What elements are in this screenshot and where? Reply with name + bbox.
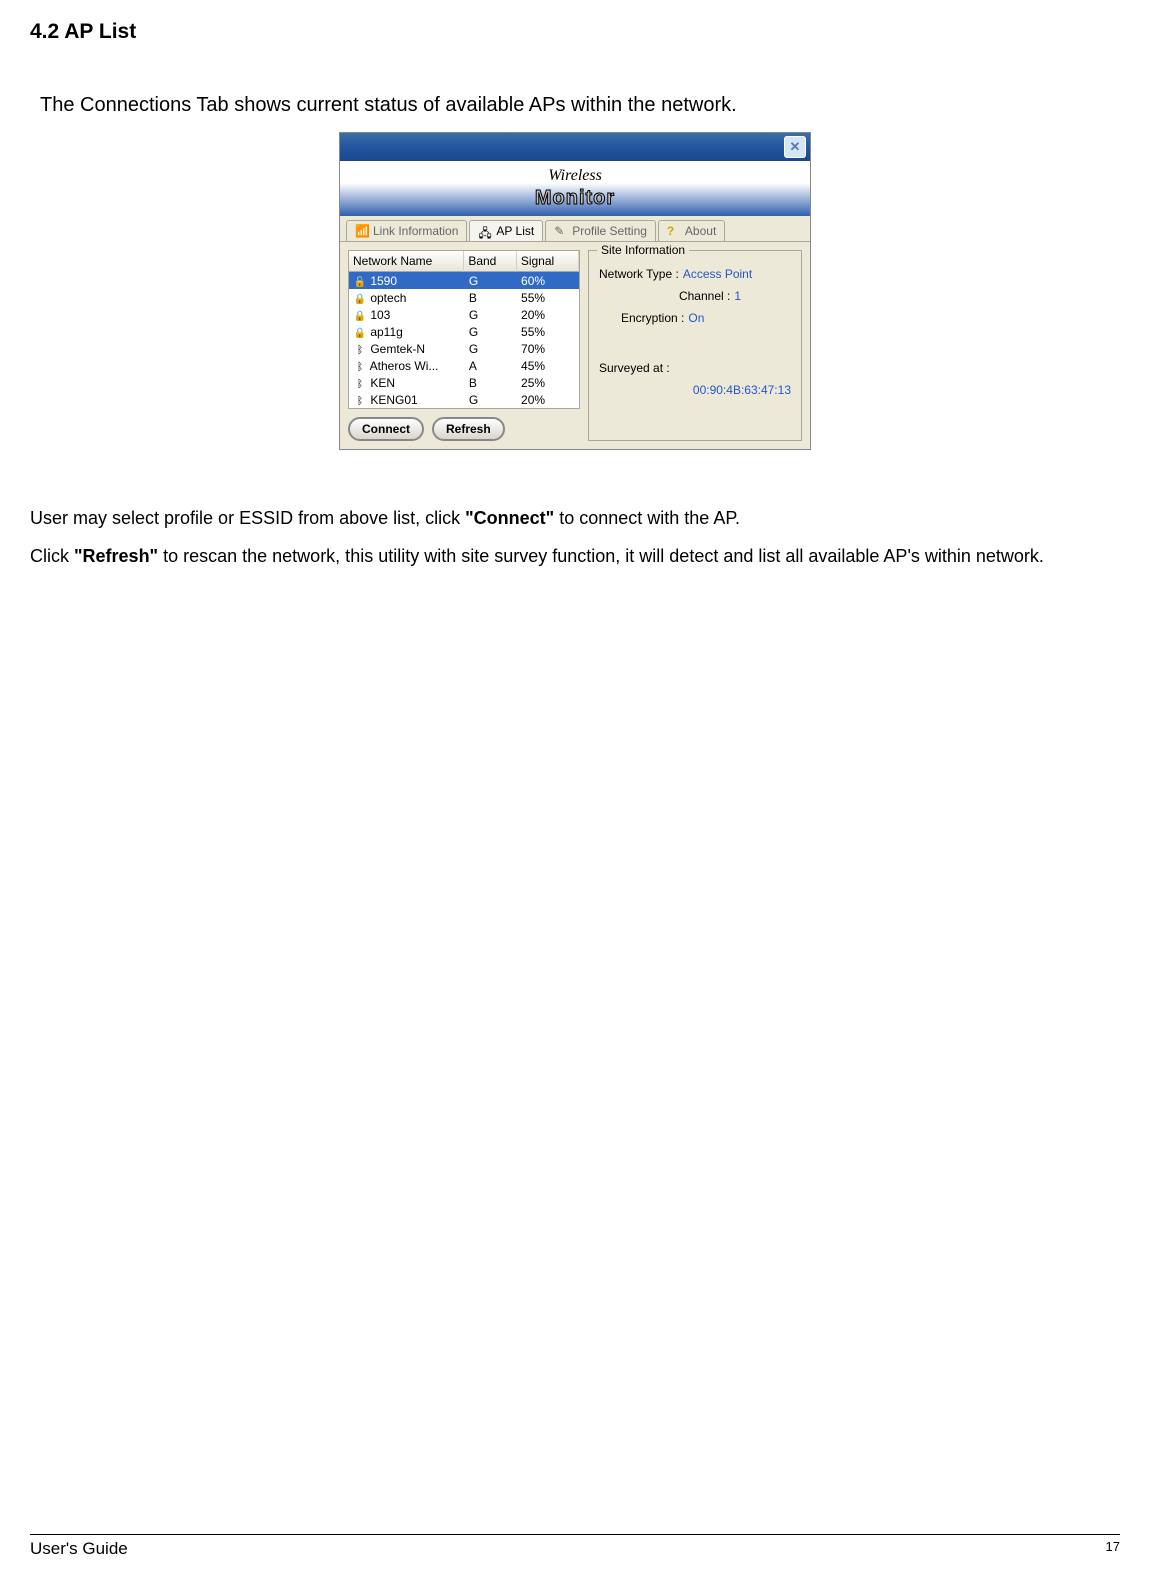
cell-band: G [465, 342, 517, 356]
tab-link-information[interactable]: 📶 Link Information [346, 220, 467, 241]
body-paragraph-2: Click "Refresh" to rescan the network, t… [30, 538, 1120, 576]
table-row[interactable]: 🔒 103G20% [349, 306, 579, 323]
cell-band: G [465, 274, 517, 288]
cell-signal: 70% [517, 342, 579, 356]
about-icon: ? [667, 224, 681, 238]
cell-band: G [465, 393, 517, 407]
antenna-icon: ᛔ [353, 362, 367, 373]
info-value: 1 [734, 289, 741, 303]
wireless-monitor-window: ✕ Wireless Monitor 📶 Link Information 🖧 … [339, 132, 811, 450]
cell-signal: 55% [517, 325, 579, 339]
bold-refresh: "Refresh" [74, 546, 158, 566]
table-row[interactable]: ᛔ Atheros Wi...A45% [349, 357, 579, 374]
section-heading: 4.2 AP List [30, 20, 1120, 44]
tab-about[interactable]: ? About [658, 220, 725, 241]
text-span: Click [30, 546, 74, 566]
cell-signal: 20% [517, 393, 579, 407]
tab-ap-list[interactable]: 🖧 AP List [469, 220, 543, 241]
tab-bar: 📶 Link Information 🖧 AP List ✎ Profile S… [340, 216, 810, 242]
cell-band: G [465, 325, 517, 339]
ap-table: Network Name Band Signal 🔓 1590G60%🔒 opt… [348, 250, 580, 409]
cell-network-name: ᛔ KEN [349, 376, 465, 390]
table-header: Network Name Band Signal [349, 251, 579, 272]
table-row[interactable]: ᛔ KENG01G20% [349, 391, 579, 408]
info-row-channel: Channel : 1 [599, 289, 791, 303]
text-span: User may select profile or ESSID from ab… [30, 508, 465, 528]
logo-area: Wireless Monitor [340, 161, 810, 216]
table-row[interactable]: ᛔ KENB25% [349, 374, 579, 391]
antenna-icon: ᛔ [353, 396, 367, 407]
link-info-icon: 📶 [355, 224, 369, 238]
intro-text: The Connections Tab shows current status… [40, 94, 1120, 117]
ap-list-icon: 🖧 [478, 224, 492, 238]
logo-text-top: Wireless [548, 167, 602, 185]
body-paragraph-1: User may select profile or ESSID from ab… [30, 500, 1120, 538]
info-label: Network Type : [599, 267, 679, 281]
info-label: Encryption : [621, 311, 684, 325]
table-row[interactable]: 🔒 ap11gG55% [349, 323, 579, 340]
cell-band: A [465, 359, 517, 373]
antenna-icon: ᛔ [353, 379, 367, 390]
lock-icon: 🔒 [353, 311, 367, 322]
lock-icon: 🔓 [353, 277, 367, 288]
col-header-name[interactable]: Network Name [349, 251, 464, 272]
info-value: On [688, 311, 704, 325]
table-row[interactable]: 🔒 optechB55% [349, 289, 579, 306]
info-value: 00:90:4B:63:47:13 [693, 383, 791, 397]
page-number: 17 [1106, 1539, 1120, 1559]
content-area: Network Name Band Signal 🔓 1590G60%🔒 opt… [340, 242, 810, 449]
site-information-panel: Site Information Network Type : Access P… [588, 250, 802, 441]
site-info-title: Site Information [597, 243, 689, 257]
info-label: Channel : [679, 289, 730, 303]
cell-band: G [465, 308, 517, 322]
tab-label: AP List [496, 224, 534, 238]
cell-network-name: 🔒 ap11g [349, 325, 465, 339]
text-span: to connect with the AP. [554, 508, 740, 528]
logo-text-bottom: Monitor [535, 187, 615, 210]
tab-label: Link Information [373, 224, 458, 238]
info-row-surveyed-label: Surveyed at : [599, 361, 791, 375]
cell-network-name: 🔓 1590 [349, 274, 465, 288]
footer-left: User's Guide [30, 1539, 128, 1559]
table-row[interactable]: 🔓 1590G60% [349, 272, 579, 289]
button-row: Connect Refresh [348, 417, 580, 441]
cell-signal: 45% [517, 359, 579, 373]
cell-network-name: 🔒 optech [349, 291, 465, 305]
tab-profile-setting[interactable]: ✎ Profile Setting [545, 220, 656, 241]
cell-network-name: ᛔ Atheros Wi... [349, 359, 465, 373]
text-span: to rescan the network, this utility with… [158, 546, 1044, 566]
window-titlebar: ✕ [340, 133, 810, 161]
antenna-icon: ᛔ [353, 345, 367, 356]
cell-network-name: ᛔ KENG01 [349, 393, 465, 407]
close-icon[interactable]: ✕ [784, 136, 806, 158]
page-footer: User's Guide 17 [30, 1534, 1120, 1559]
connect-button[interactable]: Connect [348, 417, 424, 441]
cell-signal: 20% [517, 308, 579, 322]
lock-icon: 🔒 [353, 328, 367, 339]
ap-list-panel: Network Name Band Signal 🔓 1590G60%🔒 opt… [348, 250, 580, 441]
table-row[interactable]: ᛔ Gemtek-NG70% [349, 340, 579, 357]
cell-signal: 25% [517, 376, 579, 390]
col-header-signal[interactable]: Signal [517, 251, 579, 272]
info-row-encryption: Encryption : On [599, 311, 791, 325]
bold-connect: "Connect" [465, 508, 554, 528]
col-header-band[interactable]: Band [464, 251, 517, 272]
tab-label: About [685, 224, 716, 238]
info-row-surveyed-value: 00:90:4B:63:47:13 [599, 383, 791, 397]
cell-signal: 55% [517, 291, 579, 305]
cell-band: B [465, 291, 517, 305]
refresh-button[interactable]: Refresh [432, 417, 505, 441]
profile-icon: ✎ [554, 224, 568, 238]
cell-band: B [465, 376, 517, 390]
info-value: Access Point [683, 267, 752, 281]
info-row-network-type: Network Type : Access Point [599, 267, 791, 281]
info-label: Surveyed at : [599, 361, 670, 375]
lock-icon: 🔒 [353, 294, 367, 305]
cell-network-name: 🔒 103 [349, 308, 465, 322]
cell-signal: 60% [517, 274, 579, 288]
cell-network-name: ᛔ Gemtek-N [349, 342, 465, 356]
tab-label: Profile Setting [572, 224, 647, 238]
